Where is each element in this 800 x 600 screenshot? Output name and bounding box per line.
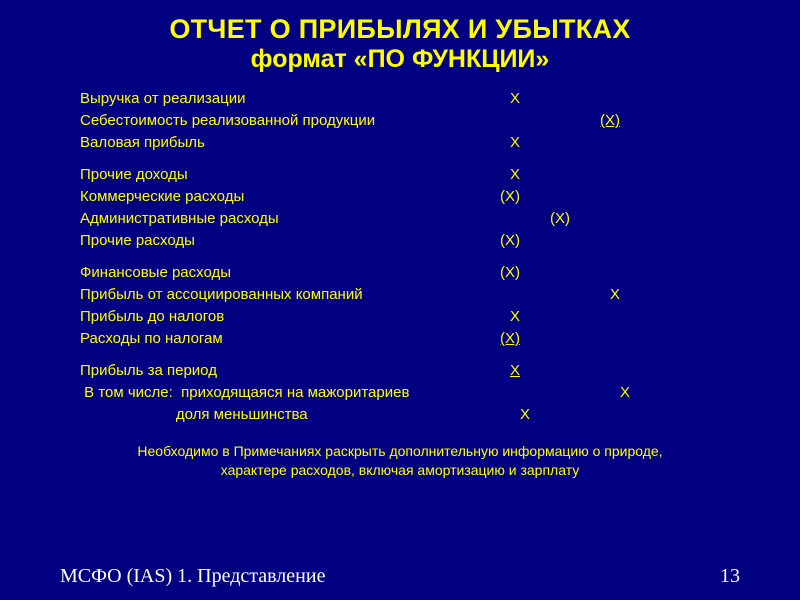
footnote-line-2: характере расходов, включая амортизацию … [70,461,730,480]
row-value: (X) [490,186,520,208]
row-group: Прибыль за период X В том числе: приходящ… [80,360,720,426]
row-label: Прочие доходы [80,164,188,186]
statement-row: Расходы по налогам (X) [80,328,720,350]
row-value: X [610,382,630,404]
row-value: X [500,306,520,328]
statement-row: Прибыль до налогов X [80,306,720,328]
row-group: Прочие доходыXКоммерческие расходы(X)Адм… [80,164,720,252]
row-label: Прочие расходы [80,230,195,252]
statement-row: Прочие доходы X [80,164,720,186]
statement-row: Коммерческие расходы (X) [80,186,720,208]
pl-statement: Выручка от реализацииXСебестоимость реал… [80,88,720,426]
statement-row: Прочие расходы (X) [80,230,720,252]
row-value: (X) [490,328,520,350]
row-label: Выручка от реализации [80,88,245,110]
row-group: Финансовые расходы(X)Прибыль от ассоциир… [80,262,720,350]
row-value: (X) [490,262,520,284]
row-label: В том числе: приходящаяся на мажоритарие… [80,382,409,404]
statement-row: Финансовые расходы (X) [80,262,720,284]
statement-row: Прибыль за период X [80,360,720,382]
slide-footer: МСФО (IAS) 1. Представление 13 [0,565,800,588]
statement-row: доля меньшинства X [80,404,720,426]
slide: ОТЧЕТ О ПРИБЫЛЯХ И УБЫТКАХ формат «ПО ФУ… [0,0,800,600]
row-value: (X) [590,110,620,132]
row-label: Административные расходы [80,208,279,230]
row-label: Прибыль от ассоциированных компаний [80,284,363,306]
row-label: Расходы по налогам [80,328,223,350]
title-line-1: ОТЧЕТ О ПРИБЫЛЯХ И УБЫТКАХ [40,14,760,45]
title-line-2: формат «ПО ФУНКЦИИ» [40,45,760,74]
footnote-line-1: Необходимо в Примечаниях раскрыть дополн… [70,442,730,461]
row-value: X [600,284,620,306]
statement-row: Валовая прибыль X [80,132,720,154]
statement-row: Административные расходы (X) [80,208,720,230]
row-value: X [500,88,520,110]
row-label: доля меньшинства [80,404,308,426]
row-value: (X) [490,230,520,252]
footer-text: МСФО (IAS) 1. Представление [60,565,325,588]
row-label: Коммерческие расходы [80,186,244,208]
slide-title: ОТЧЕТ О ПРИБЫЛЯХ И УБЫТКАХ формат «ПО ФУ… [40,14,760,74]
row-value: X [500,132,520,154]
row-label: Прибыль до налогов [80,306,224,328]
footnote: Необходимо в Примечаниях раскрыть дополн… [40,442,760,480]
statement-row: Себестоимость реализованной продукции (X) [80,110,720,132]
row-value: X [500,164,520,186]
row-label: Себестоимость реализованной продукции [80,110,375,132]
row-value: X [500,360,520,382]
row-group: Выручка от реализацииXСебестоимость реал… [80,88,720,154]
row-label: Прибыль за период [80,360,217,382]
row-value: (X) [540,208,570,230]
row-label: Валовая прибыль [80,132,205,154]
statement-row: В том числе: приходящаяся на мажоритарие… [80,382,720,404]
statement-row: Выручка от реализации X [80,88,720,110]
page-number: 13 [720,565,740,588]
row-value: X [510,404,530,426]
row-label: Финансовые расходы [80,262,231,284]
statement-row: Прибыль от ассоциированных компаний X [80,284,720,306]
